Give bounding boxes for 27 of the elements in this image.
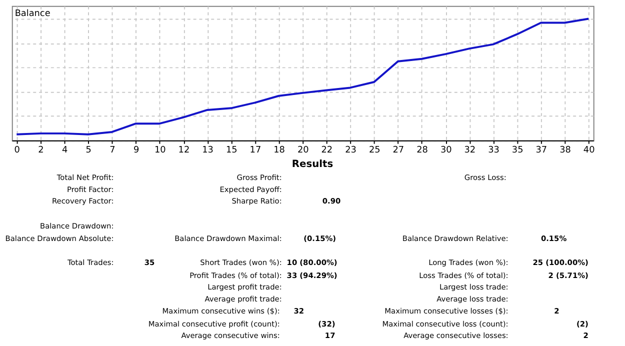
x-tick-label: 7 [110, 146, 116, 156]
x-tick-label: 0 [14, 146, 20, 156]
x-tick-label: 13 [202, 146, 214, 156]
x-tick-label: 9 [133, 146, 140, 156]
x-tick-label: 35 [512, 146, 524, 156]
x-tick-label: 32 [464, 146, 476, 156]
x-tick-label: 37 [536, 146, 548, 156]
x-tick-label: 23 [345, 146, 356, 156]
x-tick-label: 18 [274, 146, 286, 156]
x-tick-label: 12 [178, 146, 190, 156]
x-tick-label: 28 [416, 146, 428, 156]
x-tick-label: 30 [440, 146, 452, 156]
x-tick-label: 10 [154, 146, 166, 156]
x-tick-label: 40 [583, 146, 596, 156]
chart-title: Balance [14, 8, 50, 19]
x-tick-label: 27 [392, 146, 404, 156]
x-tick-label: 25 [368, 146, 380, 156]
x-tick-label: 38 [560, 146, 572, 156]
x-tick-label: 17 [250, 146, 262, 156]
x-tick-label: 22 [321, 146, 333, 156]
x-tick-label: 15 [226, 146, 238, 156]
x-tick-label: 33 [488, 146, 500, 156]
x-tick-label: 20 [297, 146, 310, 156]
x-tick-label: 5 [86, 146, 92, 156]
x-tick-label: 2 [38, 146, 44, 156]
x-tick-label: 4 [62, 146, 68, 156]
text: Results [292, 159, 334, 170]
